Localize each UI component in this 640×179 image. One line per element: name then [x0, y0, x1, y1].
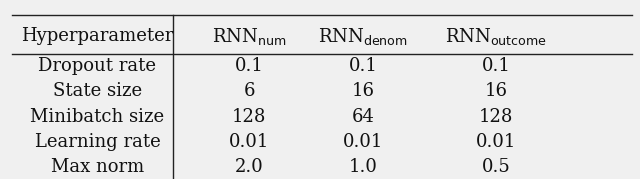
Text: 0.01: 0.01 [229, 133, 269, 151]
Text: 0.5: 0.5 [482, 158, 511, 176]
Text: RNN$_\mathrm{outcome}$: RNN$_\mathrm{outcome}$ [445, 26, 547, 47]
Text: 6: 6 [244, 82, 255, 100]
Text: 16: 16 [352, 82, 375, 100]
Text: 64: 64 [352, 108, 374, 125]
Text: RNN$_\mathrm{num}$: RNN$_\mathrm{num}$ [212, 26, 287, 47]
Text: 1.0: 1.0 [349, 158, 378, 176]
Text: 0.01: 0.01 [476, 133, 516, 151]
Text: 128: 128 [479, 108, 513, 125]
Text: 0.1: 0.1 [235, 57, 264, 75]
Text: Max norm: Max norm [51, 158, 144, 176]
Text: Hyperparameter: Hyperparameter [21, 27, 173, 45]
Text: 0.1: 0.1 [349, 57, 378, 75]
Text: Minibatch size: Minibatch size [30, 108, 164, 125]
Text: RNN$_\mathrm{denom}$: RNN$_\mathrm{denom}$ [318, 26, 408, 47]
Text: Dropout rate: Dropout rate [38, 57, 156, 75]
Text: 128: 128 [232, 108, 266, 125]
Text: 0.1: 0.1 [482, 57, 511, 75]
Text: 0.01: 0.01 [343, 133, 383, 151]
Text: Learning rate: Learning rate [35, 133, 160, 151]
Text: State size: State size [53, 82, 142, 100]
Text: 2.0: 2.0 [235, 158, 264, 176]
Text: 16: 16 [484, 82, 508, 100]
